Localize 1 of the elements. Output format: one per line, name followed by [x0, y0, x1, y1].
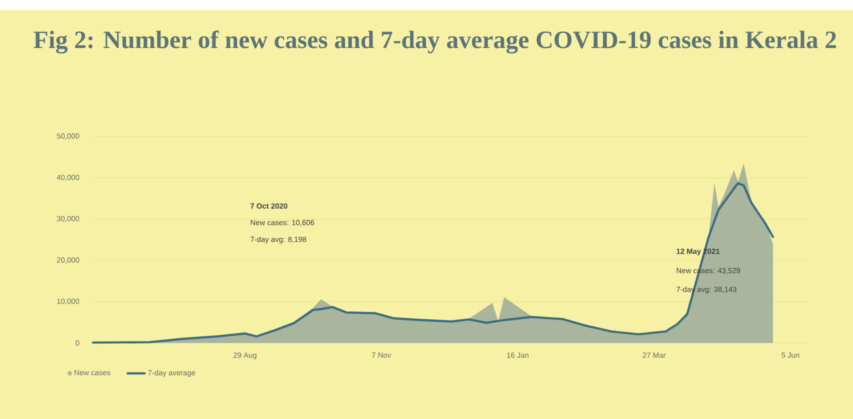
chart-title: Fig 2: Number of new cases and 7-day average COVID-19 cases in Kerala 2: [34, 30, 836, 54]
